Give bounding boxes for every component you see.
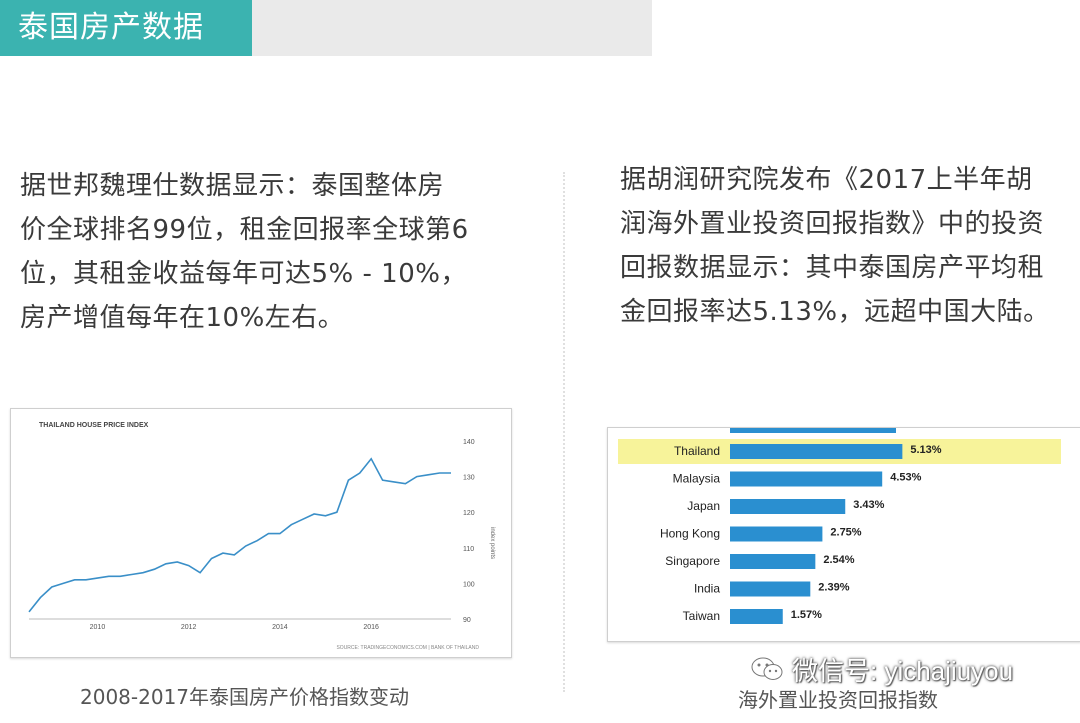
- page-title: 泰国房产数据: [18, 10, 204, 45]
- y-tick-label: 130: [463, 475, 475, 482]
- column-divider: [563, 172, 565, 692]
- house-price-line-chart: THAILAND HOUSE PRICE INDEX index points …: [28, 422, 495, 651]
- left-paragraph-line: 价全球排名99位，租金回报率全球第6: [20, 215, 469, 245]
- bar: [730, 499, 846, 514]
- bar-category-label: India: [694, 582, 720, 596]
- right-paragraph-line: 金回报率达5.13%，远超中国大陆。: [620, 297, 1050, 327]
- title-bar-extension: [252, 0, 652, 56]
- x-tick-label: 2014: [272, 624, 288, 631]
- left-paragraph-line: 房产增值每年在10%左右。: [20, 303, 345, 333]
- x-tick-label: 2016: [363, 624, 379, 631]
- bar-category-label: Thailand: [674, 444, 720, 458]
- bar: [730, 471, 883, 487]
- wechat-icon: [750, 656, 783, 680]
- bar-value-label: 2.75%: [830, 527, 861, 539]
- y-tick-label: 90: [463, 617, 471, 624]
- x-tick-label: 2012: [181, 624, 197, 631]
- chart-source: SOURCE: TRADINGECONOMICS.COM | BANK OF T…: [336, 645, 479, 651]
- left-paragraph: 据世邦魏理仕数据显示：泰国整体房 价全球排名99位，租金回报率全球第6 位，其租…: [20, 164, 540, 340]
- price-index-line: [28, 457, 451, 613]
- left-paragraph-line: 据世邦魏理仕数据显示：泰国整体房: [20, 171, 445, 201]
- title-bar: 泰国房产数据: [0, 0, 252, 56]
- right-paragraph-line: 润海外置业投资回报指数》中的投资: [620, 209, 1045, 239]
- left-chart-caption: 2008-2017年泰国房产价格指数变动: [80, 685, 410, 709]
- bar-clipped: [730, 424, 896, 433]
- x-tick-label: 2010: [90, 624, 106, 631]
- watermark: 微信号: yichajiuyou: [750, 652, 1013, 686]
- bar-value-label: 1.57%: [791, 609, 822, 621]
- bar-value-label: 3.43%: [853, 499, 884, 511]
- right-chart-caption: 海外置业投资回报指数: [738, 688, 938, 712]
- investment-return-chart-frame: Thailand 5.13% Malaysia 4.53% Japan 3.43% Hong…: [607, 424, 1080, 642]
- bar: [730, 444, 903, 459]
- right-paragraph-line: 据胡润研究院发布《2017上半年胡: [620, 165, 1033, 195]
- bar: [730, 526, 823, 542]
- watermark-text: 微信号: yichajiuyou: [792, 655, 1014, 686]
- bar-value-label: 2.54%: [823, 554, 854, 566]
- bar: [730, 554, 816, 569]
- bar: [730, 581, 811, 597]
- left-paragraph-line: 位，其租金收益每年可达5% - 10%，: [20, 259, 467, 289]
- right-paragraph: 据胡润研究院发布《2017上半年胡 润海外置业投资回报指数》中的投资 回报数据显…: [620, 158, 1080, 334]
- y-tick-label: 120: [463, 510, 475, 517]
- bar-category-label: Hong Kong: [660, 527, 720, 541]
- bar-category-label: Japan: [687, 499, 720, 513]
- chart-title: THAILAND HOUSE PRICE INDEX: [39, 422, 149, 429]
- bar: [730, 609, 783, 624]
- y-tick-label: 140: [463, 439, 475, 446]
- bar-value-label: 4.53%: [890, 472, 921, 484]
- investment-return-bar-chart: Thailand 5.13% Malaysia 4.53% Japan 3.43% Hong…: [618, 424, 1061, 624]
- bar-value-label: 2.39%: [818, 582, 849, 594]
- bar-category-label: Singapore: [665, 554, 720, 568]
- y-tick-label: 100: [463, 581, 475, 588]
- house-price-chart-frame: THAILAND HOUSE PRICE INDEX index points …: [10, 408, 512, 658]
- bar-category-label: Taiwan: [683, 609, 720, 623]
- y-tick-label: 110: [463, 546, 474, 553]
- bar-value-label: 5.13%: [910, 444, 941, 456]
- y-axis-label: index points: [489, 527, 495, 559]
- bar-category-label: Malaysia: [673, 472, 721, 486]
- right-paragraph-line: 回报数据显示：其中泰国房产平均租: [620, 253, 1045, 283]
